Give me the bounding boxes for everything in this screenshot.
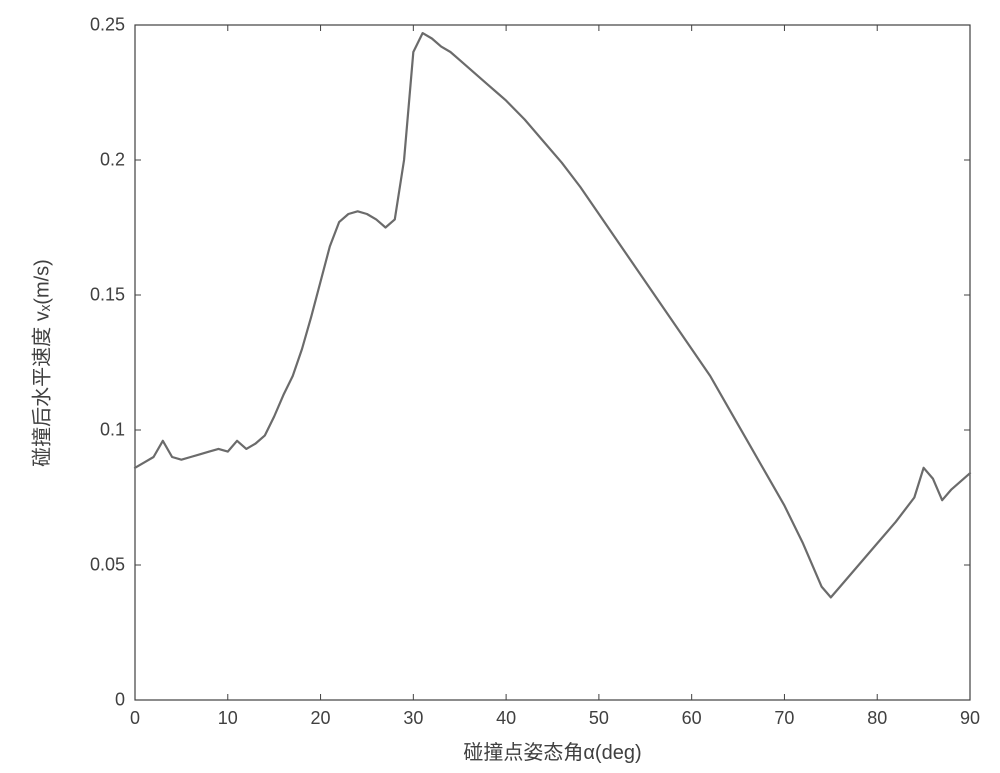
xtick-label: 10 [218,708,238,729]
ytick-label: 0.15 [90,285,125,306]
ytick-label: 0.2 [100,150,125,171]
xtick-label: 0 [130,708,140,729]
ytick-label: 0 [115,690,125,711]
xtick-label: 80 [867,708,887,729]
xtick-label: 30 [403,708,423,729]
x-axis-label: 碰撞点姿态角α(deg) [463,736,641,765]
y-axis-label: 碰撞后水平速度 vₓ(m/s) [26,259,55,467]
ytick-label: 0.05 [90,555,125,576]
chart-container: 0 10 20 30 40 50 60 70 80 90 0 0.05 0.1 0.15 0.2 0.25 碰撞… [0,0,1000,773]
xtick-label: 50 [589,708,609,729]
xtick-label: 70 [774,708,794,729]
ytick-label: 0.1 [100,420,125,441]
xtick-label: 40 [496,708,516,729]
xtick-label: 60 [682,708,702,729]
chart-svg [0,0,1000,773]
xtick-label: 90 [960,708,980,729]
ytick-label: 0.25 [90,15,125,36]
xtick-label: 20 [311,708,331,729]
